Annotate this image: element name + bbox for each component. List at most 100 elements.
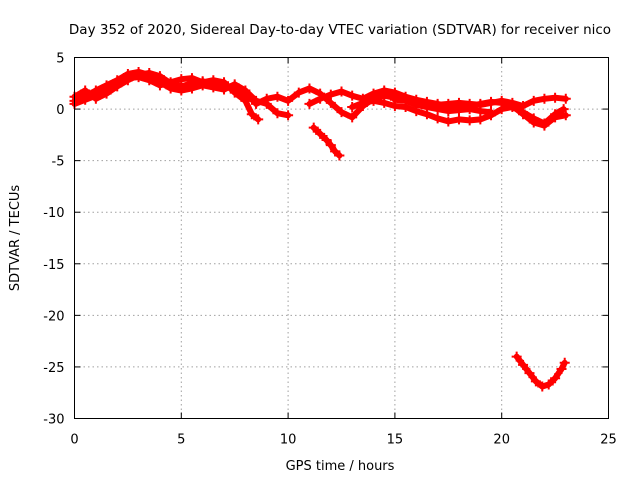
data-point-marker xyxy=(357,97,368,108)
data-point-marker xyxy=(421,98,432,109)
data-point-marker xyxy=(528,95,539,106)
data-point-marker xyxy=(518,359,529,370)
data-point-marker xyxy=(530,376,541,387)
y-tick-label: -10 xyxy=(43,206,64,221)
data-point-marker xyxy=(315,128,326,139)
y-tick-label: -5 xyxy=(52,155,65,170)
y-tick-label: 0 xyxy=(56,103,64,118)
x-tick-label: 15 xyxy=(387,433,404,448)
series-track-8 xyxy=(308,122,345,161)
data-point-marker xyxy=(560,93,571,104)
series-track-7 xyxy=(389,92,571,111)
data-point-marker xyxy=(325,89,336,100)
y-axis-label: SDTVAR / TECUs xyxy=(8,185,23,292)
data-point-marker xyxy=(443,116,454,127)
data-point-marker xyxy=(379,85,390,96)
data-point-marker xyxy=(560,110,571,121)
data-point-marker xyxy=(411,97,422,108)
data-point-marker xyxy=(518,100,529,111)
data-point-marker xyxy=(240,95,251,106)
data-point-marker xyxy=(389,94,400,105)
data-point-marker xyxy=(229,87,240,98)
data-point-marker xyxy=(154,80,165,91)
data-point-marker xyxy=(528,113,539,124)
x-tick-label: 5 xyxy=(177,433,185,448)
data-point-marker xyxy=(186,73,197,84)
data-point-marker xyxy=(496,95,507,106)
data-point-marker xyxy=(464,98,475,109)
data-point-marker xyxy=(550,109,561,120)
data-point-marker xyxy=(208,75,219,86)
data-point-marker xyxy=(251,98,262,109)
data-point-marker xyxy=(272,91,283,102)
data-point-marker xyxy=(559,357,570,368)
data-series xyxy=(69,66,571,392)
data-point-marker xyxy=(543,379,554,390)
series-track-3 xyxy=(69,72,264,125)
x-tick-label: 25 xyxy=(600,433,617,448)
data-point-marker xyxy=(336,107,347,118)
data-point-marker xyxy=(122,73,133,84)
y-tick-labels: 5 0 -5 -10 -15 -20 -25 -30 xyxy=(43,52,64,428)
data-point-marker xyxy=(272,108,283,119)
data-point-marker xyxy=(368,95,379,106)
data-point-marker xyxy=(101,85,112,96)
y-tick-label: -15 xyxy=(43,258,64,273)
plot-frame xyxy=(74,57,609,419)
data-point-marker xyxy=(511,351,522,362)
data-point-marker xyxy=(347,112,358,123)
data-point-marker xyxy=(315,93,326,104)
data-point-marker xyxy=(432,99,443,110)
data-point-marker xyxy=(253,114,264,125)
data-point-marker xyxy=(80,94,91,105)
data-point-marker xyxy=(432,113,443,124)
data-point-marker xyxy=(453,114,464,125)
data-point-marker xyxy=(421,109,432,120)
x-tick-label: 10 xyxy=(280,433,297,448)
data-point-marker xyxy=(453,97,464,108)
data-point-marker xyxy=(556,363,567,374)
data-point-marker xyxy=(165,77,176,88)
data-point-marker xyxy=(539,93,550,104)
data-point-marker xyxy=(537,381,548,392)
y-tick-label: 5 xyxy=(56,52,64,67)
data-point-marker xyxy=(308,122,319,133)
x-tick-label: 0 xyxy=(70,433,78,448)
data-point-marker xyxy=(475,99,486,110)
data-point-marker xyxy=(336,86,347,97)
data-point-marker xyxy=(334,150,345,161)
data-point-marker xyxy=(261,93,272,104)
data-point-marker xyxy=(400,95,411,106)
data-point-marker xyxy=(464,115,475,126)
x-tick-labels: 0 5 10 15 20 25 xyxy=(70,433,616,448)
data-point-marker xyxy=(486,110,497,121)
data-point-marker xyxy=(347,90,358,101)
data-point-marker xyxy=(112,79,123,90)
y-tick-label: -25 xyxy=(43,361,64,376)
data-point-marker xyxy=(475,114,486,125)
data-point-marker xyxy=(283,95,294,106)
data-point-marker xyxy=(186,83,197,94)
data-point-marker xyxy=(283,110,294,121)
y-tick-label: -30 xyxy=(43,413,64,428)
data-point-marker xyxy=(240,85,251,96)
series-track-9 xyxy=(511,351,570,392)
data-point-marker xyxy=(443,98,454,109)
chart-title: Day 352 of 2020, Sidereal Day-to-day VTE… xyxy=(69,22,611,38)
data-point-marker xyxy=(325,140,336,151)
data-point-marker xyxy=(304,83,315,94)
data-point-marker xyxy=(133,72,144,83)
data-point-marker xyxy=(246,109,257,120)
data-point-marker xyxy=(90,90,101,101)
data-point-marker xyxy=(379,97,390,108)
data-point-marker xyxy=(524,368,535,379)
data-point-marker xyxy=(293,87,304,98)
x-axis-label: GPS time / hours xyxy=(286,459,395,474)
data-point-marker xyxy=(558,104,569,115)
data-point-marker xyxy=(550,92,561,103)
data-point-marker xyxy=(347,102,358,113)
data-point-marker xyxy=(304,98,315,109)
data-point-marker xyxy=(321,135,332,146)
data-point-marker xyxy=(144,75,155,86)
